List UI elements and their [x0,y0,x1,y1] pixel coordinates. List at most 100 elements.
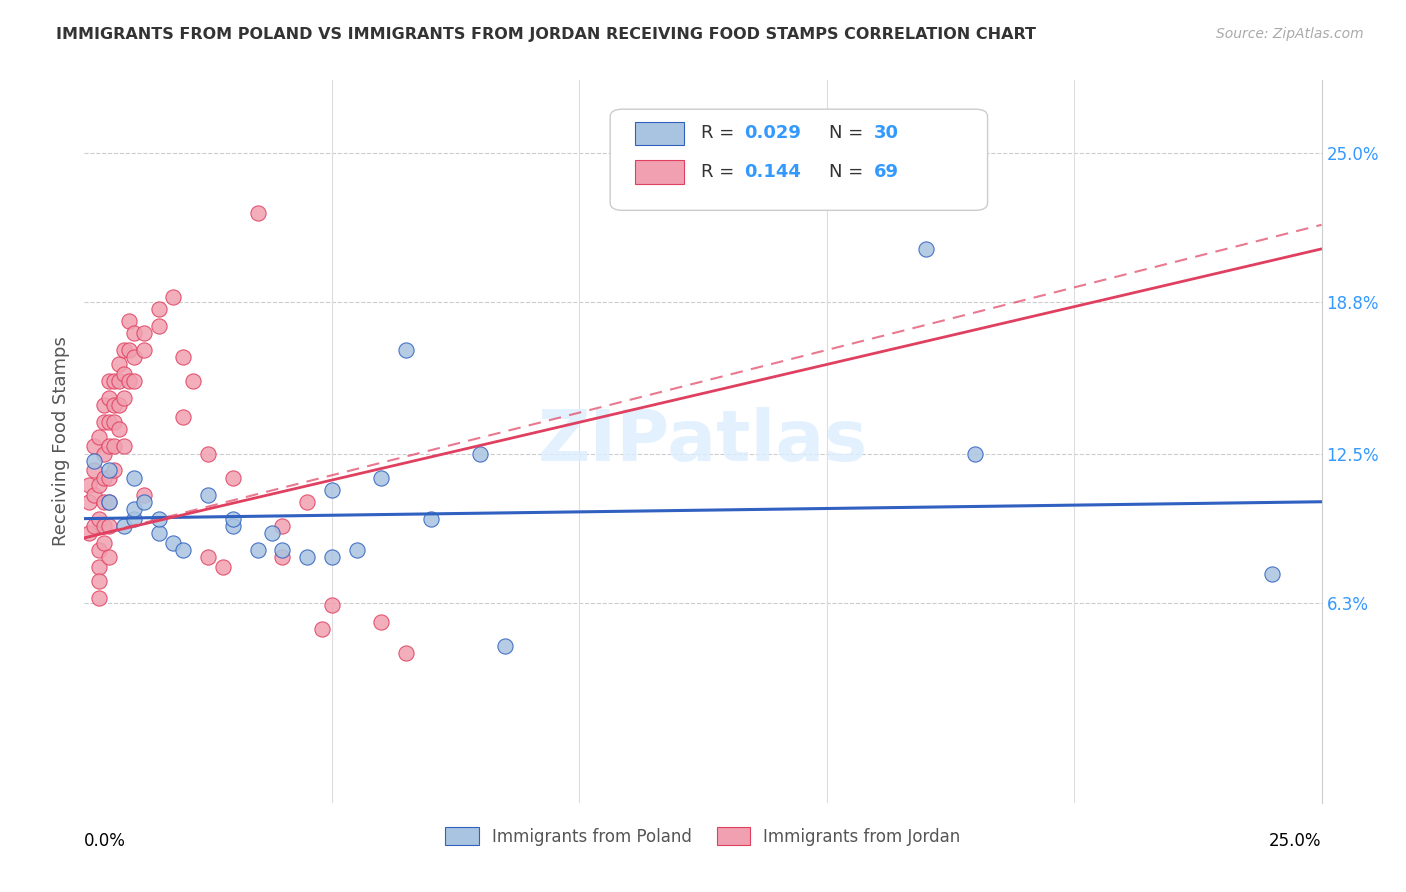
Text: 30: 30 [873,124,898,142]
Point [122,375,145,389]
Text: 0.0%: 0.0% [84,831,127,850]
Text: N =: N = [830,163,869,181]
Point [103,463,125,477]
Point [98,415,121,429]
Point [122,511,145,525]
Point [470,446,492,460]
Point [222,519,245,533]
FancyBboxPatch shape [636,161,685,184]
Point [93,535,115,549]
Point [118,375,141,389]
Point [83,519,105,533]
FancyBboxPatch shape [636,122,685,145]
Point [172,350,194,364]
Point [83,439,105,453]
Point [93,415,115,429]
Point [370,471,392,485]
Point [321,599,343,613]
Point [346,542,368,557]
Point [148,301,170,317]
Point [98,375,121,389]
Point [98,391,121,405]
Point [79,526,101,541]
Point [103,415,125,429]
Point [246,205,269,219]
Point [83,463,105,477]
Point [132,487,155,501]
Point [271,542,294,557]
Point [98,463,121,477]
Point [98,439,121,453]
Point [148,318,170,333]
Text: R =: R = [700,124,740,142]
Point [162,535,184,549]
Point [122,350,145,364]
Point [112,439,135,453]
Point [172,410,194,425]
Text: N =: N = [830,124,869,142]
Y-axis label: Receiving Food Stamps: Receiving Food Stamps [52,336,70,547]
Point [98,494,121,508]
Point [197,487,219,501]
Point [118,343,141,357]
Point [271,519,294,533]
Point [212,559,235,574]
Point [93,519,115,533]
Point [103,375,125,389]
Point [148,526,170,541]
Point [321,550,343,565]
Point [108,358,131,372]
Text: 69: 69 [873,163,898,181]
Point [89,591,111,606]
Point [83,487,105,501]
Point [395,647,418,661]
Text: 0.029: 0.029 [744,124,800,142]
Point [98,519,121,533]
Text: ZIPatlas: ZIPatlas [538,407,868,476]
Point [79,478,101,492]
Point [122,326,145,341]
Point [98,494,121,508]
Text: R =: R = [700,163,740,181]
Point [1261,567,1284,582]
Point [295,550,318,565]
Point [112,343,135,357]
Point [181,375,204,389]
Point [108,375,131,389]
Text: IMMIGRANTS FROM POLAND VS IMMIGRANTS FROM JORDAN RECEIVING FOOD STAMPS CORRELATI: IMMIGRANTS FROM POLAND VS IMMIGRANTS FRO… [56,27,1036,42]
Point [93,398,115,412]
Point [222,471,245,485]
Point [118,314,141,328]
Point [103,439,125,453]
Point [79,494,101,508]
Point [162,290,184,304]
FancyBboxPatch shape [610,109,987,211]
Text: 0.144: 0.144 [744,163,800,181]
Point [395,343,418,357]
Point [122,502,145,516]
Point [197,446,219,460]
Legend: Immigrants from Poland, Immigrants from Jordan: Immigrants from Poland, Immigrants from … [439,821,967,852]
Point [132,494,155,508]
Point [311,623,333,637]
Point [914,242,936,256]
Point [89,574,111,589]
Point [112,519,135,533]
Point [89,478,111,492]
Point [108,398,131,412]
Point [93,471,115,485]
Point [89,430,111,444]
Point [108,423,131,437]
Point [419,511,441,525]
Point [89,559,111,574]
Point [271,550,294,565]
Point [122,471,145,485]
Point [98,471,121,485]
Point [222,511,245,525]
Point [321,483,343,497]
Point [370,615,392,630]
Point [89,542,111,557]
Point [132,326,155,341]
Point [494,639,516,653]
Point [295,494,318,508]
